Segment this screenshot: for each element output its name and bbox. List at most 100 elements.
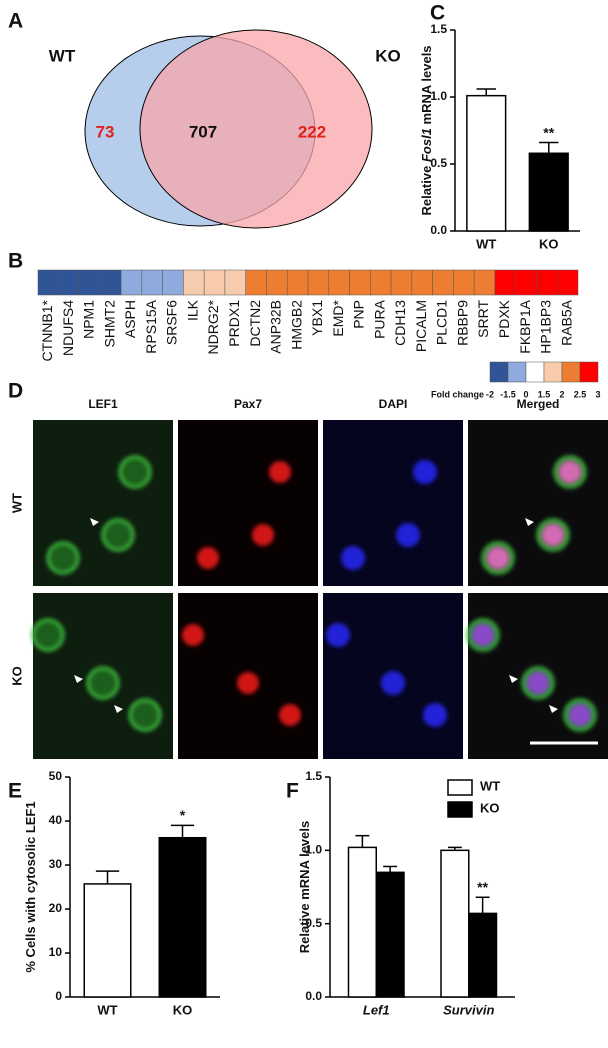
legend-swatch bbox=[447, 779, 473, 796]
heat-cell bbox=[58, 269, 80, 296]
significance: * bbox=[180, 807, 186, 823]
y-axis-label-part: Relative bbox=[419, 162, 434, 215]
x-tick-label: WT bbox=[476, 236, 496, 251]
bar bbox=[347, 846, 377, 998]
colorbar-swatch bbox=[543, 361, 563, 383]
row-label: KO bbox=[9, 666, 24, 686]
x-tick-label: KO bbox=[173, 1002, 193, 1017]
heat-cell bbox=[307, 269, 330, 296]
bar bbox=[528, 152, 569, 232]
gene-label: SRSF6 bbox=[164, 300, 180, 345]
cytoplasm bbox=[31, 618, 65, 652]
panel-label: B bbox=[8, 250, 23, 273]
colorbar-tick: 3 bbox=[595, 389, 600, 399]
cells bbox=[46, 455, 152, 575]
panel-label: D bbox=[8, 380, 23, 403]
cytoplasm bbox=[101, 518, 135, 552]
cells bbox=[182, 624, 301, 726]
y-tick-label: 0.0 bbox=[430, 223, 447, 237]
gene-label: PICALM bbox=[413, 300, 429, 352]
heat-cell bbox=[328, 269, 350, 296]
y-tick-label: 30 bbox=[49, 857, 63, 871]
column-header: Merged bbox=[517, 397, 560, 411]
micrograph bbox=[468, 420, 608, 586]
nucleus bbox=[381, 671, 405, 695]
gene-label: RPS15A bbox=[143, 299, 159, 353]
arrowhead bbox=[509, 675, 518, 683]
nucleus bbox=[326, 623, 350, 647]
y-tick-label: 1.0 bbox=[305, 843, 322, 857]
y-tick-label: 1.5 bbox=[305, 769, 322, 783]
colorbar-tick: 2.5 bbox=[574, 389, 587, 399]
nucleus bbox=[542, 524, 564, 546]
micrograph bbox=[33, 420, 173, 586]
gene-label: CTNNB1* bbox=[39, 299, 55, 361]
y-axis-label-part: Relative mRNA levels bbox=[297, 821, 312, 953]
column-header: DAPI bbox=[379, 397, 408, 411]
y-tick-label: 1.5 bbox=[430, 22, 447, 36]
gene-label: NPM1 bbox=[81, 300, 97, 339]
micrograph bbox=[323, 593, 463, 759]
heat-cell bbox=[100, 269, 122, 296]
legend-label: WT bbox=[480, 778, 500, 793]
nucleus bbox=[559, 461, 581, 483]
panel-label: E bbox=[8, 780, 22, 803]
arrowhead bbox=[549, 705, 558, 713]
heat-cell bbox=[536, 269, 558, 296]
colorbar-tick: -2 bbox=[486, 389, 494, 399]
x-tick-label: Survivin bbox=[443, 1002, 494, 1017]
heat-cell bbox=[411, 269, 433, 296]
panel-label: C bbox=[430, 2, 445, 25]
y-axis-label: Relative mRNA levels bbox=[297, 821, 312, 953]
micrograph bbox=[178, 593, 318, 759]
heat-cell bbox=[162, 269, 184, 296]
nucleus bbox=[197, 547, 219, 569]
heat-cell bbox=[120, 269, 143, 296]
cytoplasm bbox=[128, 698, 162, 732]
nucleus bbox=[182, 624, 204, 646]
heat-cell bbox=[473, 269, 496, 296]
y-tick-label: 20 bbox=[49, 901, 63, 915]
cells bbox=[31, 618, 162, 732]
gene-label: DCTN2 bbox=[247, 300, 263, 347]
x-tick-label: KO bbox=[539, 236, 559, 251]
panel-label: A bbox=[8, 10, 23, 33]
nucleus bbox=[569, 704, 591, 726]
heat-cell bbox=[370, 269, 392, 296]
gene-label: EMD* bbox=[330, 299, 346, 336]
gene-label: SHMT2 bbox=[101, 300, 117, 348]
heat-cell bbox=[37, 269, 60, 296]
nucleus bbox=[487, 547, 509, 569]
heat-cell bbox=[453, 269, 475, 296]
gene-label: RAB5A bbox=[558, 299, 574, 346]
heat-cell bbox=[79, 269, 101, 296]
heat-cell bbox=[432, 269, 454, 296]
y-tick-label: 0 bbox=[55, 989, 62, 1003]
arrowhead bbox=[74, 675, 83, 683]
y-axis-label-part: % Cells with cytosolic LEF1 bbox=[23, 801, 38, 972]
significance: ** bbox=[543, 124, 554, 140]
heat-cell bbox=[266, 269, 288, 296]
venn bbox=[84, 29, 373, 229]
venn-count: 73 bbox=[96, 122, 115, 141]
legend-label: KO bbox=[480, 800, 500, 815]
gene-label: HP1BP3 bbox=[538, 300, 554, 354]
gene-label: HMGB2 bbox=[288, 300, 304, 350]
micrograph bbox=[31, 593, 173, 759]
gene-label: CDH13 bbox=[392, 300, 408, 346]
heat-cell bbox=[245, 269, 267, 296]
colorbar-label: Fold change bbox=[431, 389, 484, 399]
gene-label: PURA bbox=[371, 299, 387, 339]
cells bbox=[341, 460, 437, 570]
set-label: WT bbox=[49, 46, 76, 65]
y-tick-label: 0.0 bbox=[305, 989, 322, 1003]
y-tick-label: 0.5 bbox=[305, 916, 322, 930]
nucleus bbox=[472, 624, 494, 646]
row-label: WT bbox=[9, 493, 24, 513]
colorbar-swatch bbox=[489, 361, 509, 383]
bar bbox=[158, 836, 207, 998]
panel-label: F bbox=[286, 780, 299, 803]
arrowhead bbox=[90, 518, 99, 526]
column-header: Pax7 bbox=[234, 397, 262, 411]
